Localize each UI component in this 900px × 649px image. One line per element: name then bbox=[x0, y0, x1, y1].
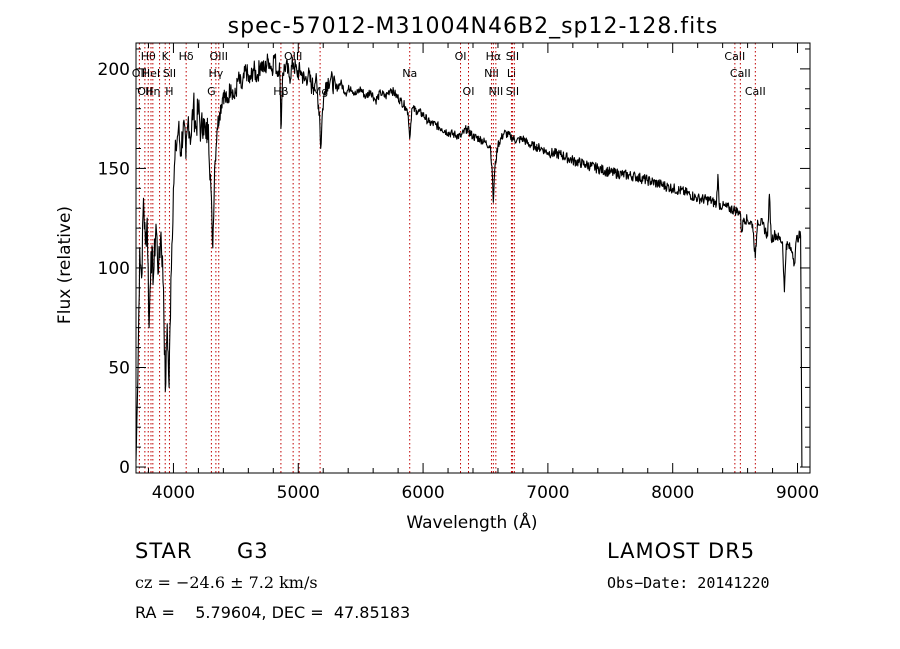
redshift-text: cz = −24.6 ± 7.2 km/s bbox=[135, 573, 318, 592]
spectral-line-label: NII bbox=[488, 85, 503, 98]
spectral-line-label: SII bbox=[506, 85, 519, 98]
spectral-line-label: CaII bbox=[730, 67, 751, 80]
spectral-line-label: Hθ bbox=[141, 50, 156, 63]
spectral-line-label: Hγ bbox=[208, 67, 223, 80]
y-tick-label: 100 bbox=[98, 259, 130, 279]
survey-name: LAMOST DR5 bbox=[607, 539, 756, 563]
spectral-line-label: H bbox=[165, 85, 173, 98]
x-tick-label: 5000 bbox=[277, 483, 320, 503]
y-tick-label: 150 bbox=[98, 159, 130, 179]
spectral-line-label: Li bbox=[507, 67, 516, 80]
x-tick-label: 6000 bbox=[401, 483, 444, 503]
x-tick-label: 9000 bbox=[776, 483, 819, 503]
chart-title: spec-57012-M31004N46B2_sp12-128.fits bbox=[228, 14, 719, 39]
spectral-line-label: Na bbox=[402, 67, 417, 80]
spectral-line-label: Hα bbox=[486, 50, 502, 63]
spectrum-line bbox=[135, 53, 803, 468]
x-tick-label: 4000 bbox=[152, 483, 195, 503]
spectral-line-markers: OIIOIIHθHeIHηKSIIHHδGHγOIIIHβOIIIMgNaOIO… bbox=[132, 43, 766, 473]
spectral-line-label: HeI bbox=[142, 67, 160, 80]
spectral-line-label: OIII bbox=[284, 50, 302, 63]
y-axis: 0 50 100 150 200 bbox=[98, 48, 810, 478]
spectral-line-label: OI bbox=[455, 50, 467, 63]
x-tick-label: 8000 bbox=[651, 483, 694, 503]
y-tick-label: 200 bbox=[98, 60, 130, 80]
spectral-line-label: CaII bbox=[745, 85, 766, 98]
spectral-line-label: SII bbox=[163, 67, 176, 80]
x-axis-label: Wavelength (Å) bbox=[406, 511, 537, 533]
y-tick-label: 0 bbox=[119, 458, 130, 478]
spectral-line-label: K bbox=[162, 50, 170, 63]
spectral-line-label: CaII bbox=[724, 50, 745, 63]
object-subclass: G3 bbox=[237, 539, 269, 563]
x-tick-label: 7000 bbox=[526, 483, 569, 503]
spectral-line-label: SII bbox=[506, 50, 519, 63]
spectral-line-label: Hδ bbox=[179, 50, 194, 63]
x-axis: 4000 5000 6000 7000 8000 9000 bbox=[147, 43, 819, 503]
spectral-line-label: NII bbox=[484, 67, 499, 80]
spectral-line-label: G bbox=[207, 85, 216, 98]
y-axis-label: Flux (relative) bbox=[55, 206, 75, 324]
spectral-line-label: OIII bbox=[210, 50, 228, 63]
spectral-line-label: Hβ bbox=[273, 85, 288, 98]
spectral-line-label: Hη bbox=[145, 85, 160, 98]
object-class: STAR bbox=[135, 539, 193, 563]
plot-frame bbox=[135, 42, 811, 474]
y-tick-label: 50 bbox=[108, 358, 130, 378]
coordinates: RA = 5.79604, DEC = 47.85183 bbox=[135, 603, 411, 622]
spectral-line-label: OI bbox=[463, 85, 475, 98]
obs-date: Obs−Date: 20141220 bbox=[607, 574, 770, 592]
